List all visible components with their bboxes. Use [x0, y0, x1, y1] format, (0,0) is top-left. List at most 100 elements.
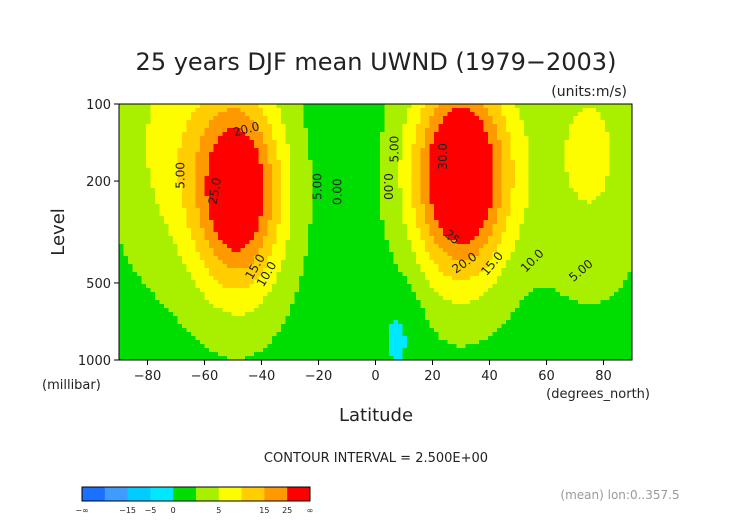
contour-cell: [303, 244, 309, 249]
contour-cell: [213, 336, 219, 341]
contour-cell: [456, 148, 462, 153]
contour-cell: [186, 212, 192, 217]
contour-cell: [443, 232, 449, 237]
contour-cell: [164, 324, 170, 329]
contour-cell: [344, 152, 350, 157]
contour-cell: [186, 164, 192, 169]
contour-cell: [461, 292, 467, 297]
contour-cell: [321, 196, 327, 201]
contour-cell: [366, 132, 372, 137]
contour-cell: [326, 352, 332, 357]
contour-cell: [452, 188, 458, 193]
contour-cell: [146, 184, 152, 189]
contour-cell: [357, 204, 363, 209]
contour-cell: [375, 112, 381, 117]
contour-cell: [456, 124, 462, 129]
contour-cell: [456, 144, 462, 149]
contour-cell: [272, 256, 278, 261]
contour-cell: [290, 236, 296, 241]
contour-cell: [312, 140, 318, 145]
contour-cell: [407, 332, 413, 337]
contour-cell: [398, 276, 404, 281]
contour-cell: [146, 144, 152, 149]
contour-cell: [128, 308, 134, 313]
contour-cell: [231, 352, 237, 357]
contour-cell: [425, 140, 431, 145]
contour-cell: [425, 132, 431, 137]
contour-cell: [227, 308, 233, 313]
contour-cell: [137, 196, 143, 201]
contour-cell: [290, 112, 296, 117]
contour-cell: [425, 276, 431, 281]
contour-cell: [344, 340, 350, 345]
contour-cell: [254, 104, 260, 109]
contour-cell: [200, 352, 206, 357]
contour-cell: [366, 284, 372, 289]
contour-cell: [231, 280, 237, 285]
contour-cell: [191, 336, 197, 341]
contour-cell: [263, 332, 269, 337]
contour-cell: [272, 184, 278, 189]
contour-cell: [465, 284, 471, 289]
contour-cell: [204, 128, 210, 133]
contour-cell: [321, 332, 327, 337]
contour-cell: [429, 140, 435, 145]
contour-cell: [285, 308, 291, 313]
contour-cell: [461, 204, 467, 209]
contour-cell: [254, 328, 260, 333]
contour-cell: [200, 252, 206, 257]
contour-cell: [407, 244, 413, 249]
contour-cell: [465, 320, 471, 325]
contour-cell: [299, 236, 305, 241]
contour-cell: [452, 248, 458, 253]
contour-cell: [276, 352, 282, 357]
contour-cell: [339, 132, 345, 137]
contour-cell: [195, 192, 201, 197]
contour-cell: [411, 132, 417, 137]
contour-cell: [353, 180, 359, 185]
contour-cell: [353, 260, 359, 265]
contour-cell: [384, 200, 390, 205]
contour-cell: [209, 292, 215, 297]
contour-cell: [177, 284, 183, 289]
contour-cell: [339, 312, 345, 317]
contour-cell: [213, 344, 219, 349]
contour-cell: [299, 308, 305, 313]
contour-cell: [326, 132, 332, 137]
contour-cell: [141, 240, 147, 245]
contour-cell: [177, 348, 183, 353]
contour-cell: [254, 212, 260, 217]
contour-cell: [330, 276, 336, 281]
contour-cell: [443, 144, 449, 149]
contour-cell: [339, 336, 345, 341]
contour-cell: [200, 300, 206, 305]
contour-cell: [182, 104, 188, 109]
contour-cell: [375, 340, 381, 345]
contour-cell: [213, 268, 219, 273]
contour-cell: [258, 252, 264, 257]
contour-cell: [267, 324, 273, 329]
contour-cell: [281, 288, 287, 293]
contour-cell: [191, 284, 197, 289]
contour-cell: [231, 316, 237, 321]
contour-cell: [150, 260, 156, 265]
contour-cell: [362, 220, 368, 225]
contour-cell: [173, 240, 179, 245]
contour-cell: [132, 352, 138, 357]
contour-cell: [231, 216, 237, 221]
contour-cell: [200, 220, 206, 225]
contour-cell: [366, 180, 372, 185]
contour-cell: [132, 348, 138, 353]
contour-cell: [209, 160, 215, 165]
contour-cell: [276, 188, 282, 193]
contour-cell: [294, 176, 300, 181]
contour-cell: [303, 320, 309, 325]
contour-cell: [353, 168, 359, 173]
contour-cell: [222, 340, 228, 345]
contour-cell: [402, 292, 408, 297]
contour-cell: [465, 316, 471, 321]
contour-cell: [344, 260, 350, 265]
contour-cell: [303, 144, 309, 149]
contour-cell: [249, 252, 255, 257]
contour-cell: [294, 156, 300, 161]
